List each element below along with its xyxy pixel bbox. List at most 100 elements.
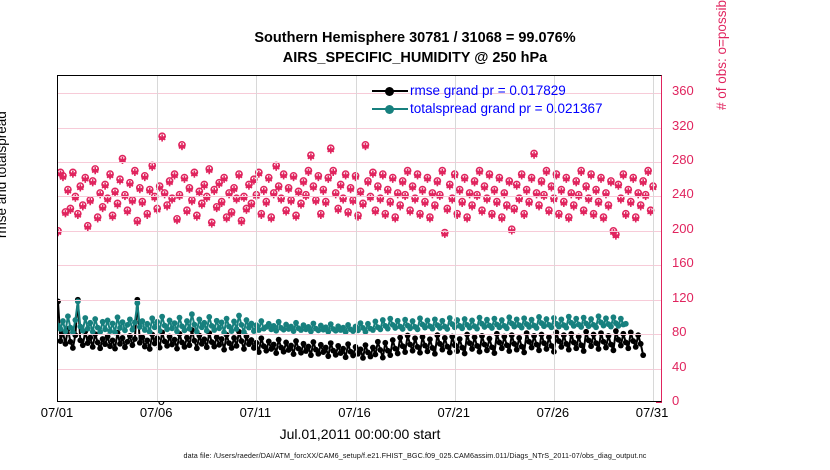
bottom-tick-label: 07/06	[139, 405, 173, 420]
bottom-tick-label: 07/11	[239, 405, 272, 420]
right-tick-label: 40	[672, 358, 687, 374]
data-file-footnote: data file: /Users/raeder/DAI/ATM_forcXX/…	[183, 451, 647, 460]
series-point	[265, 338, 272, 345]
series-point	[62, 328, 69, 335]
series-point	[570, 339, 577, 346]
obs-evaluated-marker	[166, 180, 174, 186]
obs-evaluated-marker	[267, 216, 275, 222]
series-point	[345, 341, 352, 348]
series-point	[201, 319, 208, 326]
series-point	[350, 352, 356, 359]
obs-evaluated-marker	[66, 207, 74, 213]
obs-evaluated-marker	[101, 183, 109, 189]
series-point	[67, 338, 74, 345]
obs-evaluated-marker	[523, 188, 531, 194]
obs-evaluated-marker	[161, 192, 169, 198]
series-point	[198, 324, 205, 331]
obs-evaluated-marker	[218, 200, 226, 206]
series-point	[600, 338, 607, 345]
series-point	[617, 315, 624, 322]
series-point	[164, 326, 170, 333]
series-point	[637, 340, 644, 347]
series-point	[615, 336, 622, 343]
obs-evaluated-marker	[525, 200, 533, 206]
legend-marker-totalspread	[372, 100, 408, 118]
obs-evaluated-marker	[190, 171, 198, 177]
series-point	[588, 343, 594, 350]
obs-evaluated-marker	[607, 180, 615, 186]
series-point	[184, 334, 190, 341]
series-point	[459, 325, 466, 332]
obs-evaluated-marker	[542, 169, 550, 175]
series-point	[608, 323, 614, 330]
series-point	[72, 317, 79, 323]
series-point	[315, 327, 322, 334]
obs-evaluated-marker	[590, 212, 598, 218]
series-point	[99, 318, 106, 325]
series-point	[446, 349, 453, 356]
series-point	[102, 341, 109, 348]
series-point	[322, 324, 329, 331]
obs-evaluated-marker	[567, 192, 575, 198]
series-point	[303, 348, 309, 354]
obs-evaluated-marker	[143, 212, 151, 218]
series-point	[89, 343, 96, 350]
series-point	[109, 320, 116, 327]
series-point	[593, 324, 599, 331]
series-point	[484, 347, 490, 354]
obs-evaluated-marker	[334, 207, 342, 213]
series-point	[635, 332, 642, 339]
right-tick-label: 280	[672, 152, 694, 168]
series-point	[300, 340, 307, 347]
series-point	[280, 326, 287, 333]
series-point	[508, 332, 515, 339]
obs-evaluated-marker	[632, 216, 640, 222]
obs-evaluated-marker	[106, 173, 114, 179]
series-point	[84, 325, 91, 332]
obs-evaluated-marker	[547, 185, 555, 191]
series-point	[640, 352, 647, 359]
series-point	[526, 338, 533, 345]
obs-evaluated-marker	[257, 212, 265, 218]
obs-evaluated-marker	[173, 218, 181, 224]
obs-evaluated-marker	[565, 216, 573, 222]
obs-evaluated-marker	[597, 176, 605, 182]
series-point	[221, 346, 228, 353]
series-point	[218, 319, 225, 326]
obs-evaluated-marker	[634, 192, 642, 198]
series-point	[89, 328, 96, 335]
series-point	[58, 326, 64, 332]
obs-evaluated-marker	[356, 190, 365, 196]
series-point	[308, 328, 314, 335]
series-point	[471, 334, 478, 341]
series-point	[193, 328, 200, 335]
series-point	[174, 345, 180, 352]
series-point	[578, 324, 585, 330]
series-point	[218, 336, 225, 342]
series-point	[340, 324, 347, 331]
obs-evaluated-marker	[185, 187, 193, 193]
series-point	[444, 326, 451, 332]
obs-evaluated-marker	[245, 183, 253, 189]
series-point	[146, 329, 153, 335]
series-point	[327, 340, 334, 347]
bottom-tick-label: 07/16	[338, 405, 371, 420]
obs-evaluated-marker	[247, 202, 255, 208]
obs-evaluated-marker	[629, 176, 637, 182]
obs-evaluated-marker	[376, 197, 384, 203]
obs-evaluated-marker	[438, 169, 446, 175]
series-point	[533, 341, 540, 348]
series-point	[275, 336, 282, 343]
series-point	[414, 326, 421, 333]
series-point	[595, 346, 602, 352]
obs-evaluated-marker	[277, 197, 285, 203]
series-point	[260, 343, 267, 350]
series-point	[481, 341, 488, 348]
series-point	[399, 326, 406, 332]
series-point	[122, 344, 128, 351]
obs-evaluated-marker	[193, 214, 201, 220]
series-point	[213, 317, 220, 324]
obs-evaluated-marker	[94, 216, 102, 222]
obs-evaluated-marker	[555, 212, 563, 218]
right-tick-mark	[656, 402, 662, 404]
